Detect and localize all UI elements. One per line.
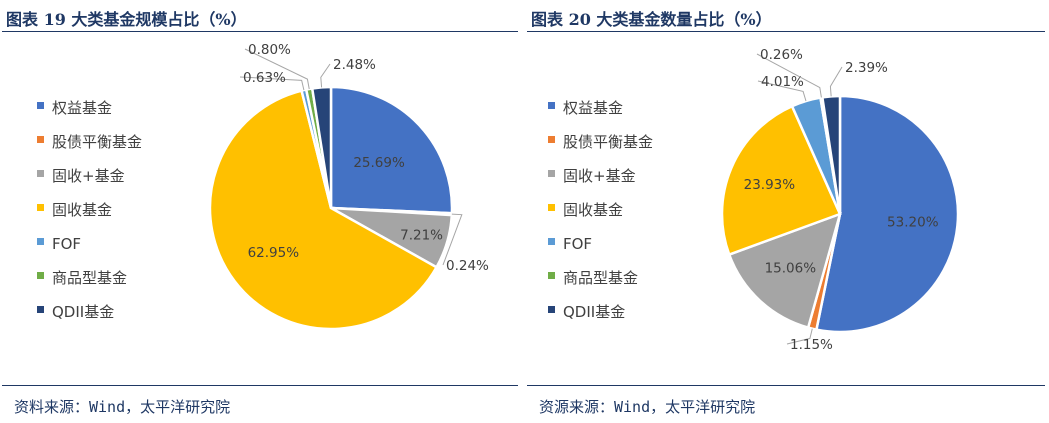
data-label: 4.01% — [761, 74, 804, 90]
legend-swatch — [37, 102, 44, 109]
leader-line — [757, 80, 807, 102]
pie-slice-3 — [727, 211, 842, 330]
legend-swatch — [37, 170, 44, 177]
legend-label: 权益基金 — [563, 99, 623, 117]
legend-swatch — [548, 102, 555, 109]
legend-label: 固收+基金 — [52, 167, 125, 185]
chart-title: 图表 20 大类基金数量占比（%） — [531, 10, 772, 29]
data-label: 62.95% — [248, 245, 300, 261]
leader-line — [442, 213, 463, 266]
leader-line — [756, 53, 822, 98]
chart-panel-scale: 图表 19 大类基金规模占比（%） 权益基金股债平衡基金 固收+基金固收基金 FOF… — [0, 0, 522, 423]
pie-slice-7 — [310, 85, 333, 209]
legend-label: 股债平衡基金 — [52, 133, 142, 151]
legend-swatch — [548, 136, 555, 143]
source-note: 资源来源：Wind，太平洋研究院 — [539, 398, 756, 416]
pie-slice-4 — [720, 104, 842, 257]
data-label: 2.39% — [845, 60, 888, 76]
pie-slice-1 — [329, 85, 454, 215]
pie-slices — [208, 85, 454, 331]
legend-swatch — [548, 204, 555, 211]
title-divider — [2, 31, 518, 32]
data-label: 7.21% — [400, 228, 443, 244]
legend-label: FOF — [563, 235, 592, 253]
legend-swatch — [37, 272, 44, 279]
leader-line — [244, 48, 310, 90]
legend-label: 商品型基金 — [52, 269, 127, 287]
leader-line — [320, 63, 331, 88]
legend-label: 固收+基金 — [563, 167, 636, 185]
chart-panel-count: 图表 20 大类基金数量占比（%） 权益基金股债平衡基金 固收+基金固收基金 FOF… — [525, 0, 1049, 423]
data-label: 2.48% — [333, 57, 376, 73]
legend-swatch — [37, 204, 44, 211]
legend-swatch — [37, 136, 44, 143]
legend-swatch — [37, 238, 44, 245]
leader-line — [829, 66, 843, 97]
pie-slice-4 — [208, 89, 439, 331]
data-label: 15.06% — [765, 261, 817, 277]
pie-slice-7 — [820, 94, 842, 215]
legend-label: 商品型基金 — [563, 269, 638, 287]
data-label: 1.15% — [790, 337, 833, 353]
footer-divider — [527, 385, 1045, 386]
legend-label: 固收基金 — [52, 201, 112, 219]
title-divider — [527, 31, 1045, 32]
data-label: 0.80% — [248, 42, 291, 58]
legend-label: FOF — [52, 235, 81, 253]
source-note: 资料来源：Wind，太平洋研究院 — [14, 398, 231, 416]
data-label: 25.69% — [353, 155, 405, 171]
legend-label: 股债平衡基金 — [563, 133, 653, 151]
legend-label: 固收基金 — [563, 201, 623, 219]
pie-slice-1 — [814, 94, 960, 334]
pie-slices — [720, 94, 960, 334]
legend-swatch — [548, 272, 555, 279]
legend-label: QDII基金 — [563, 303, 625, 321]
leader-line — [786, 328, 813, 345]
legend-label: QDII基金 — [52, 303, 114, 321]
data-label: 23.93% — [744, 177, 796, 193]
legend-swatch — [37, 306, 44, 313]
legend-swatch — [548, 306, 555, 313]
legend-label: 权益基金 — [52, 99, 112, 117]
data-label: 0.24% — [446, 258, 489, 274]
legend-swatch — [548, 238, 555, 245]
data-labels: 25.69% 0.24%7.21% 62.95% 0.63% 0.80% 2.48% — [239, 42, 489, 274]
data-label: 0.26% — [760, 47, 803, 63]
data-label: 53.20% — [887, 214, 939, 230]
data-labels: 53.20% 1.15% 15.06% 23.93% 4.01% 0.26% 2.39% — [744, 47, 939, 353]
chart-title: 图表 19 大类基金规模占比（%） — [6, 10, 247, 29]
legend-swatch — [548, 170, 555, 177]
leader-line — [239, 76, 305, 91]
footer-divider — [2, 385, 518, 386]
data-label: 0.63% — [243, 70, 286, 86]
